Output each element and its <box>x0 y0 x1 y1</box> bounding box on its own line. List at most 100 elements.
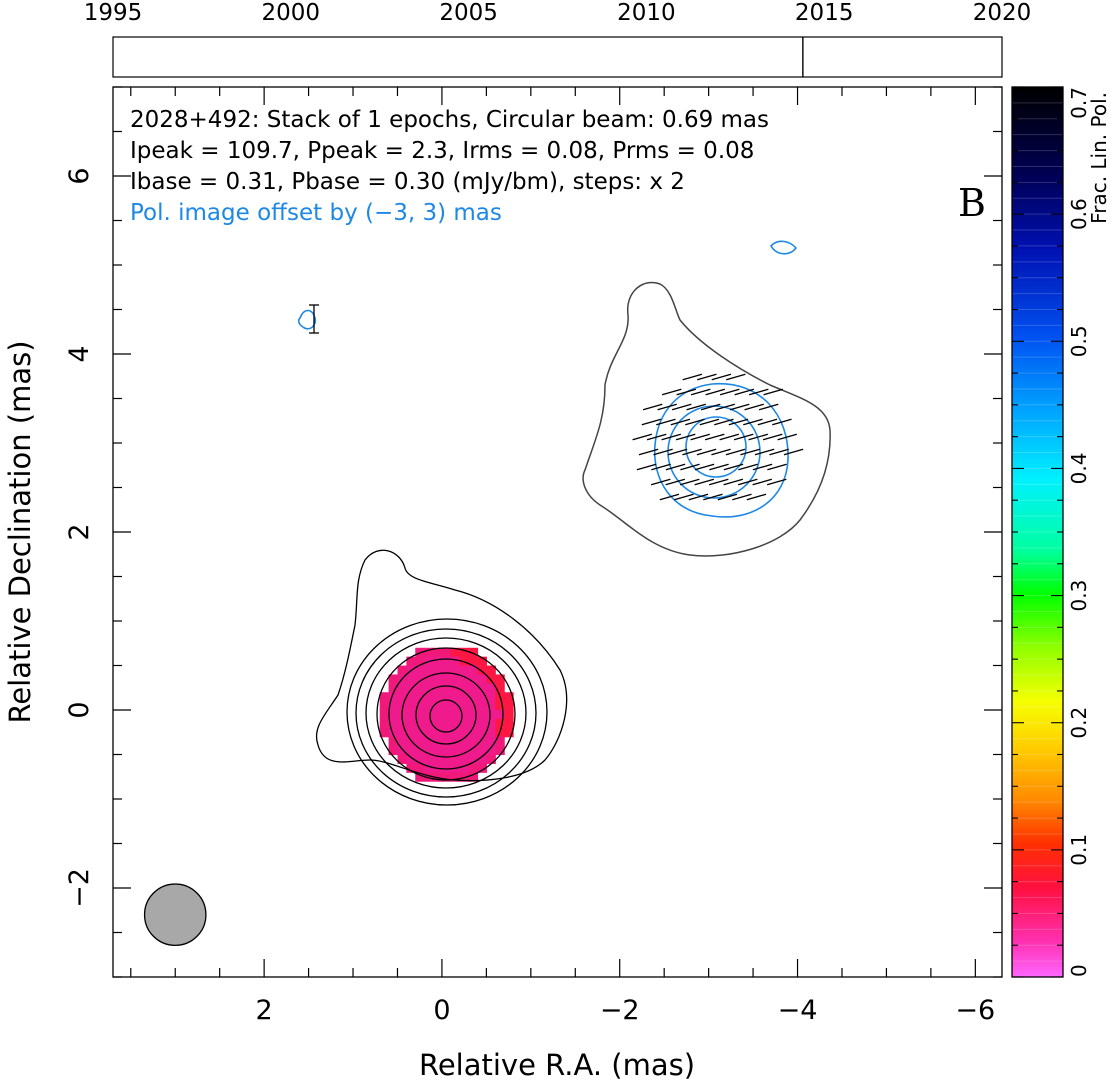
frac-pol-pixel <box>388 727 399 738</box>
frac-pol-pixel <box>477 692 487 702</box>
frac-pol-pixel <box>504 718 514 729</box>
pol-offset-note: Pol. image offset by (−3, 3) mas <box>130 200 502 226</box>
frac-pol-pixel <box>397 754 407 764</box>
frac-pol-pixel <box>388 701 399 711</box>
evpa-vector <box>694 463 715 471</box>
frac-pol-pixel <box>477 754 487 764</box>
frac-pol-pixel <box>450 772 461 782</box>
evpa-vector <box>752 478 773 486</box>
frac-pol-pixel <box>468 736 479 747</box>
evpa-vector <box>682 373 703 381</box>
evpa-vector <box>748 388 769 396</box>
frac-pol-pixel <box>495 745 505 756</box>
evpa-vector <box>632 433 652 441</box>
epoch-bar <box>112 36 1003 78</box>
evpa-vector <box>734 388 755 396</box>
evpa-vector <box>725 448 746 456</box>
frac-pol-pixel <box>433 718 443 729</box>
evpa-vectors <box>632 373 804 501</box>
frac-pol-pixel <box>433 701 443 711</box>
frac-pol-pixel <box>459 674 470 684</box>
evpa-vector <box>696 448 717 456</box>
frac-pol-pixel <box>468 701 479 711</box>
epoch-tick-label: 2015 <box>795 0 854 26</box>
evpa-vector <box>674 493 694 501</box>
evpa-vector <box>738 463 758 471</box>
frac-pol-pixel <box>450 710 461 720</box>
evpa-vector <box>665 463 686 471</box>
frac-pol-pixel <box>433 665 443 676</box>
frac-pol-pixel <box>415 718 425 729</box>
evpa-vector <box>690 433 710 441</box>
frac-pol-pixel <box>388 710 399 720</box>
colorbar-tick-label: 0.3 <box>1067 580 1091 612</box>
evpa-vector <box>748 433 768 441</box>
evpa-vector <box>676 388 697 396</box>
frac-pol-pixel <box>397 683 407 693</box>
evpa-vector <box>715 403 735 411</box>
frac-pol-pixel <box>459 665 470 676</box>
frac-pol-pixel <box>406 754 416 764</box>
frac-pol-pixel <box>406 763 416 773</box>
frac-pol-pixel <box>441 763 452 773</box>
evpa-vector <box>777 433 797 441</box>
frac-pol-pixel <box>486 754 496 764</box>
frac-pol-pixel <box>433 683 443 693</box>
evpa-vector <box>752 463 773 471</box>
colorbar-tick-label: 0.5 <box>1067 325 1091 357</box>
intensity-contour-2 <box>346 618 548 806</box>
frac-pol-pixel <box>406 656 416 667</box>
frac-pol-pixel <box>379 710 390 720</box>
evpa-vector <box>708 478 729 486</box>
frac-pol-pixel <box>450 647 461 658</box>
y-tick-label: −2 <box>64 868 95 908</box>
frac-pol-pixel <box>424 763 434 773</box>
epoch-tick-label: 2020 <box>973 0 1032 26</box>
x-tick-label: 0 <box>433 995 450 1026</box>
frac-pol-pixel <box>459 745 470 756</box>
frac-pol-pixel <box>388 674 399 684</box>
frac-pol-pixel <box>468 665 479 676</box>
frac-pol-pixel <box>415 656 425 667</box>
frac-pol-pixel <box>468 710 479 720</box>
frac-pol-pixel <box>415 763 425 773</box>
frac-pol-pixel <box>415 754 425 764</box>
intensity-contour-3 <box>355 628 537 798</box>
frac-pol-pixel <box>477 710 487 720</box>
frac-pol-pixel <box>433 710 443 720</box>
frac-pol-pixel <box>450 674 461 684</box>
evpa-vector <box>641 418 662 426</box>
x-tick-label: −6 <box>955 995 995 1026</box>
evpa-vector <box>679 478 700 486</box>
evpa-vector <box>732 493 752 501</box>
frac-pol-pixel <box>486 745 496 756</box>
frac-pol-pixel <box>433 754 443 764</box>
frac-pol-pixel <box>450 754 461 764</box>
frac-pol-pixel <box>424 710 434 720</box>
frac-pol-pixel <box>388 718 399 729</box>
epoch-tick-label: 2010 <box>617 0 676 26</box>
frac-pol-pixel <box>397 665 407 676</box>
y-tick-label: 2 <box>64 523 95 540</box>
x-axis-label: Relative R.A. (mas) <box>419 1048 695 1082</box>
evpa-vector <box>737 478 758 486</box>
frac-pol-pixel <box>433 674 443 684</box>
pol-contours <box>297 240 798 518</box>
evpa-vector <box>729 403 750 411</box>
evpa-vector <box>740 448 760 456</box>
frac-pol-pixel <box>415 772 425 782</box>
evpa-vector <box>733 433 754 441</box>
frac-pol-pixel <box>459 772 470 782</box>
frac-pol-pixel <box>406 683 416 693</box>
frac-pol-pixel <box>415 736 425 747</box>
frac-pol-pixel <box>486 710 496 720</box>
frac-pol-pixel <box>459 692 470 702</box>
evpa-vector <box>767 463 787 471</box>
y-tick-label: 6 <box>64 167 95 184</box>
evpa-vector <box>746 493 767 501</box>
frac-pol-pixel <box>415 665 425 676</box>
evpa-vector <box>661 388 682 396</box>
frac-pol-pixel <box>486 674 496 684</box>
intensity-contour-5 <box>376 647 516 781</box>
epoch-tick-label: 1995 <box>84 0 143 26</box>
